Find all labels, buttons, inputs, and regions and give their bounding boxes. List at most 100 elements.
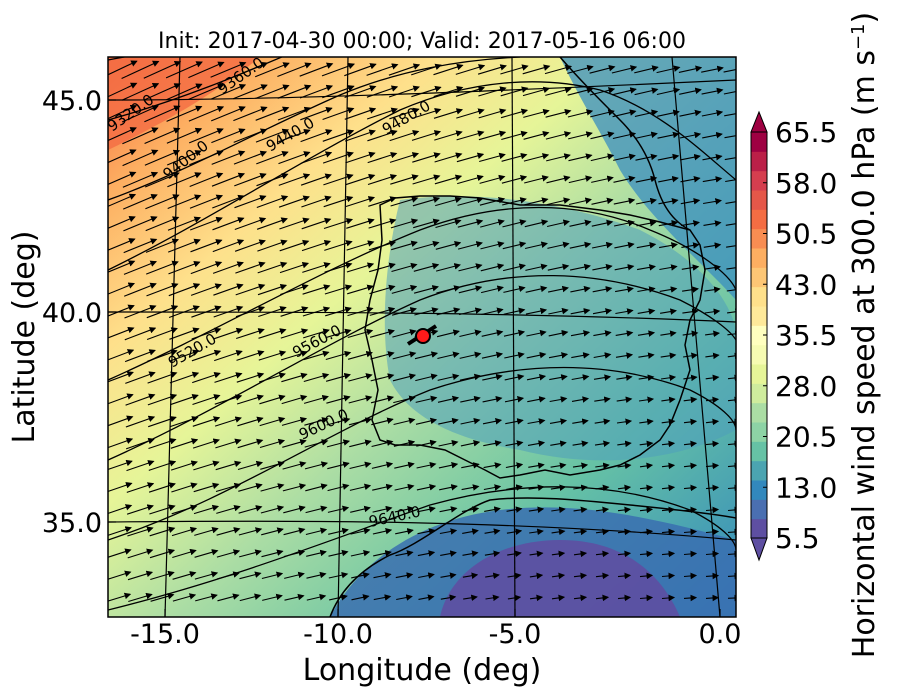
wind-arrow: [213, 305, 244, 318]
wind-arrow: [283, 527, 306, 536]
wind-arrow: [396, 594, 413, 601]
wind-arrow: [457, 196, 484, 206]
wind-arrow: [571, 396, 590, 403]
wind-arrow: [150, 593, 175, 602]
wind-arrow: [235, 261, 266, 274]
wind-arrow: [437, 373, 460, 381]
wind-arrow: [256, 217, 288, 230]
wind-arrow: [567, 86, 594, 96]
wind-arrow: [393, 417, 416, 426]
colorbar-swatch: [751, 267, 767, 288]
wind-vectors: [108, 60, 736, 603]
wind-arrow: [504, 351, 525, 359]
wind-arrow: [727, 594, 736, 602]
wind-arrow: [612, 109, 637, 118]
wind-arrow: [523, 130, 550, 140]
wind-arrow: [254, 62, 290, 78]
wind-arrow: [705, 374, 720, 382]
wind-arrow: [147, 393, 178, 406]
wind-arrow: [727, 396, 736, 404]
wind-arrow: [193, 504, 220, 515]
wind-arrow: [212, 217, 245, 231]
wind-arrow: [440, 594, 457, 601]
wind-arrow: [328, 571, 349, 579]
wind-arrow: [727, 330, 736, 338]
wind-arrow: [547, 263, 570, 271]
wind-arrow: [460, 417, 481, 425]
wind-arrow: [257, 261, 288, 274]
wind-arrow: [529, 528, 544, 536]
wind-arrow: [527, 418, 546, 425]
wind-arrow: [302, 262, 331, 273]
wind-arrow: [524, 175, 549, 184]
wind-arrow: [171, 504, 198, 515]
wind-arrow: [108, 216, 136, 229]
y-tick-label: 35.0: [42, 508, 102, 539]
wind-arrow: [705, 396, 720, 404]
colorbar-swatch: [751, 364, 767, 384]
wind-arrow: [344, 107, 377, 120]
wind-arrow: [212, 261, 244, 274]
wind-arrow: [573, 528, 588, 536]
wind-arrow: [261, 527, 284, 536]
wind-arrow: [188, 61, 225, 79]
wind-arrow: [191, 349, 222, 362]
wind-arrow: [344, 63, 377, 77]
wind-arrow: [304, 461, 329, 470]
wind-arrow: [345, 173, 376, 186]
wind-arrow: [568, 153, 593, 162]
wind-arrow: [108, 504, 133, 514]
wind-arrow: [394, 505, 415, 513]
wind-arrow: [259, 438, 286, 449]
wind-arrow: [595, 528, 610, 536]
wind-arrow: [259, 416, 286, 427]
wind-arrow: [126, 460, 155, 472]
wind-arrow: [617, 528, 632, 536]
wind-arrow: [505, 418, 524, 425]
wind-arrow: [523, 108, 550, 118]
wind-arrow: [434, 174, 463, 185]
colorbar-swatch: [751, 480, 767, 500]
colorbar-swatch: [751, 460, 767, 481]
wind-arrow: [395, 572, 414, 579]
wind-arrow: [639, 440, 654, 448]
wind-arrow: [701, 65, 724, 73]
wind-arrow: [551, 572, 566, 580]
wind-arrow: [303, 328, 330, 339]
wind-arrow: [347, 306, 374, 317]
wind-arrow: [414, 307, 439, 316]
wind-arrow: [367, 151, 398, 164]
wind-arrow: [168, 305, 200, 319]
wind-arrow: [590, 131, 615, 140]
wind-arrow: [192, 438, 220, 449]
wind-arrow: [366, 85, 399, 98]
wind-arrow: [304, 439, 329, 448]
wind-arrow: [210, 83, 247, 100]
wind-arrow: [616, 374, 633, 381]
wind-arrow: [170, 393, 199, 406]
wind-arrow: [278, 195, 310, 208]
wind-arrow: [277, 84, 312, 99]
wind-arrow: [594, 396, 611, 403]
wind-arrow: [592, 263, 613, 271]
wind-arrow: [681, 220, 700, 227]
wind-arrow: [502, 197, 527, 206]
wind-arrow: [525, 263, 548, 271]
wind-arrow: [434, 130, 463, 141]
wind-arrow: [189, 172, 224, 188]
wind-arrow: [324, 284, 353, 295]
wind-arrow: [325, 306, 352, 317]
wind-arrow: [525, 307, 548, 315]
wind-arrow: [234, 172, 267, 187]
x-tick-label: -10.0: [303, 619, 373, 650]
wind-arrow: [572, 440, 589, 447]
y-tick-label: 45.0: [42, 86, 102, 117]
wind-arrow: [347, 284, 374, 295]
wind-arrow: [281, 416, 308, 426]
wind-arrow: [108, 459, 133, 471]
wind-arrow: [190, 239, 223, 253]
wind-arrow: [727, 418, 736, 426]
wind-arrow: [506, 484, 523, 491]
wind-arrow: [127, 548, 154, 559]
